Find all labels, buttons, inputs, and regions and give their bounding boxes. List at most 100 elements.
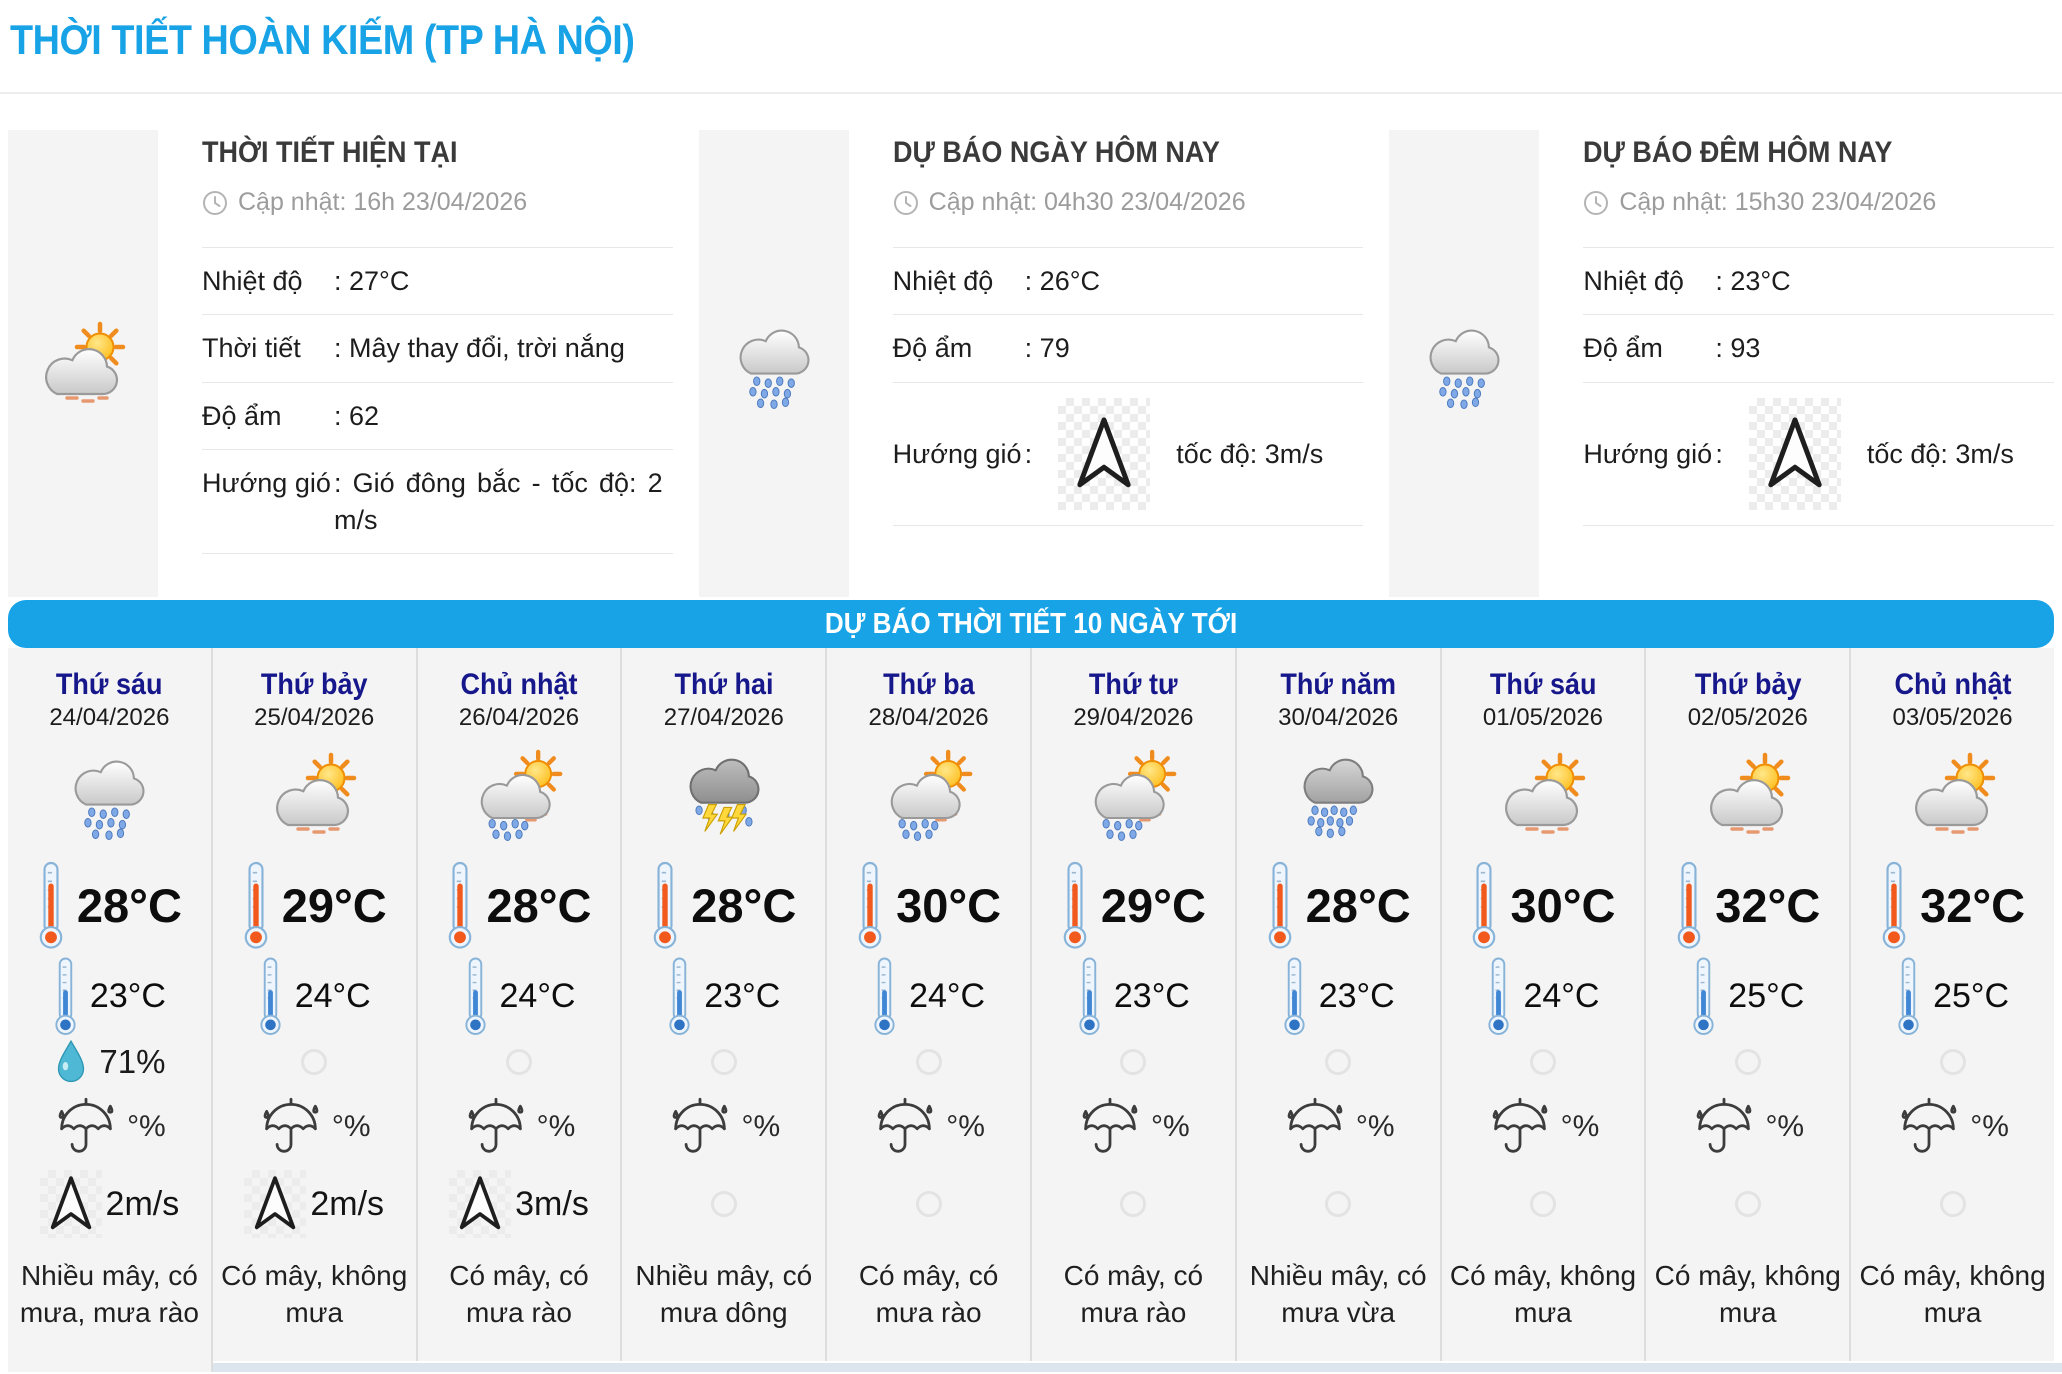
placeholder-dot bbox=[505, 1049, 532, 1075]
wind-row: Hướng gió : tốc độ: 3m/s bbox=[892, 383, 1364, 526]
cloud-sun-icon bbox=[262, 749, 366, 841]
max-temperature: 28°C bbox=[8, 854, 211, 956]
wind bbox=[1646, 1166, 1849, 1242]
day-description: Có mây, có mưa rào bbox=[449, 1260, 589, 1328]
forecast-day-column: Thứ hai 27/04/2026 28°C 23°C °% Nhiều mâ… bbox=[622, 648, 828, 1361]
placeholder-dot bbox=[1529, 1049, 1556, 1075]
umbrella-icon bbox=[1077, 1094, 1143, 1160]
wind bbox=[1032, 1166, 1235, 1242]
umbrella-percent-value: °% bbox=[127, 1110, 166, 1143]
day-description: Có mây, không mưa bbox=[1654, 1260, 1841, 1328]
day-date: 30/04/2026 bbox=[1278, 704, 1399, 731]
max-thermometer-icon bbox=[242, 859, 270, 951]
rain-probability bbox=[418, 1036, 621, 1088]
placeholder-dot bbox=[1120, 1191, 1147, 1217]
umbrella-icon bbox=[1896, 1094, 1962, 1160]
day-description: Có mây, không mưa bbox=[221, 1260, 408, 1328]
wind-speed: tốc độ: 3m/s bbox=[1176, 438, 1324, 469]
placeholder-dot bbox=[1939, 1191, 1966, 1217]
rain-probability bbox=[827, 1036, 1030, 1088]
max-temp-value: 28°C bbox=[1305, 878, 1411, 932]
max-temperature: 28°C bbox=[418, 854, 621, 956]
umbrella-percent-value: °% bbox=[946, 1110, 985, 1143]
panel-today-forecast: DỰ BÁO NGÀY HÔM NAY Cập nhật: 04h30 23/0… bbox=[698, 130, 1364, 597]
placeholder-dot bbox=[1325, 1191, 1352, 1217]
placeholder-dot bbox=[1120, 1049, 1147, 1075]
wind bbox=[1237, 1166, 1440, 1242]
min-temperature: 23°C bbox=[1237, 956, 1440, 1036]
cloud-sun-icon bbox=[31, 318, 135, 410]
sun-cloud-rain-icon bbox=[877, 749, 981, 841]
clock-icon bbox=[202, 190, 228, 216]
colon: : bbox=[1715, 438, 1723, 469]
wind-direction-chip bbox=[1058, 397, 1151, 510]
update-time: Cập nhật: 15h30 23/04/2026 bbox=[1619, 188, 1937, 216]
day-name: Thứ bảy bbox=[1694, 668, 1802, 701]
header-divider bbox=[0, 92, 2062, 94]
min-temperature: 23°C bbox=[622, 956, 825, 1036]
temperature-row: Nhiệt độ : 23°C bbox=[1583, 248, 2055, 316]
humidity-row: Độ ẩm : 79 bbox=[892, 315, 1364, 383]
min-thermometer-icon bbox=[872, 955, 897, 1037]
rain-chance: °% bbox=[622, 1088, 825, 1166]
max-temp-value: 32°C bbox=[1715, 878, 1821, 932]
umbrella-percent-value: °% bbox=[1970, 1110, 2009, 1143]
day-name: Thứ năm bbox=[1280, 668, 1396, 701]
wind-direction-arrow-icon bbox=[250, 1173, 300, 1235]
forecast-day-column: Thứ bảy 02/05/2026 32°C 25°C °% Có mây, … bbox=[1646, 648, 1852, 1361]
rain-chance: °% bbox=[1237, 1088, 1440, 1166]
min-temp-value: 23°C bbox=[1113, 976, 1190, 1015]
umbrella-percent-value: °% bbox=[331, 1110, 371, 1143]
page-title: THỜI TIẾT HOÀN KIẾM (TP HÀ NỘI) bbox=[10, 16, 635, 63]
humidity-row: Độ ẩm : 93 bbox=[1583, 315, 2055, 383]
umbrella-icon bbox=[667, 1094, 733, 1160]
rain-probability bbox=[1032, 1036, 1235, 1088]
max-thermometer-icon bbox=[37, 859, 65, 951]
umbrella-icon bbox=[463, 1094, 529, 1160]
storm-cloud-icon bbox=[672, 749, 776, 841]
forecast-day-column: Thứ sáu 24/04/2026 28°C 23°C 71% °% bbox=[8, 648, 213, 1372]
umbrella-percent-value: °% bbox=[1355, 1110, 1395, 1143]
umbrella-icon bbox=[1691, 1094, 1757, 1160]
wind-direction-arrow-icon bbox=[1762, 407, 1828, 501]
wind: 2m/s bbox=[213, 1166, 416, 1242]
day-name: Thứ hai bbox=[674, 668, 774, 701]
sun-cloud-rain-icon bbox=[467, 749, 571, 841]
panel-title: THỜI TIẾT HIỆN TẠI bbox=[202, 136, 458, 169]
day-description: Có mây, có mưa rào bbox=[1063, 1260, 1204, 1328]
rain-chance: °% bbox=[8, 1088, 211, 1166]
min-thermometer-icon bbox=[1691, 955, 1716, 1037]
row-label: Hướng gió bbox=[202, 468, 331, 499]
min-temp-value: 25°C bbox=[1728, 976, 1805, 1015]
min-temp-value: 23°C bbox=[1318, 976, 1395, 1015]
rain-cloud-icon bbox=[57, 749, 161, 841]
day-description: Nhiều mây, có mưa, mưa rào bbox=[19, 1260, 199, 1328]
umbrella-icon bbox=[1487, 1094, 1553, 1160]
next-section-edge bbox=[212, 1363, 2062, 1372]
panel-current-weather: THỜI TIẾT HIỆN TẠI Cập nhật: 16h 23/04/2… bbox=[8, 130, 673, 597]
max-temp-value: 30°C bbox=[1510, 878, 1616, 932]
max-temperature: 30°C bbox=[827, 854, 1030, 956]
placeholder-dot bbox=[1325, 1049, 1352, 1075]
rain-chance: °% bbox=[418, 1088, 621, 1166]
wind-direction-chip bbox=[1748, 397, 1841, 510]
rain-cloud-icon bbox=[722, 318, 826, 410]
min-temp-value: 24°C bbox=[909, 976, 986, 1015]
max-temperature: 29°C bbox=[1032, 854, 1235, 956]
wind-chip bbox=[244, 1170, 307, 1238]
row-value: : 27°C bbox=[334, 266, 410, 296]
day-name: Thứ sáu bbox=[1489, 668, 1597, 701]
min-temperature: 24°C bbox=[213, 956, 416, 1036]
wind-speed-value: 2m/s bbox=[310, 1184, 385, 1223]
min-thermometer-icon bbox=[1282, 955, 1307, 1037]
max-thermometer-icon bbox=[1880, 859, 1908, 951]
ten-day-forecast: Thứ sáu 24/04/2026 28°C 23°C 71% °% bbox=[8, 648, 2062, 1372]
row-value: : 26°C bbox=[1024, 266, 1101, 296]
row-value: : 93 bbox=[1715, 333, 1761, 364]
forecast-day-column: Chủ nhật 03/05/2026 32°C 25°C °% Có mây,… bbox=[1851, 648, 2054, 1361]
day-name: Thứ tư bbox=[1089, 668, 1178, 701]
update-time: Cập nhật: 16h 23/04/2026 bbox=[238, 188, 528, 216]
humidity-row: Độ ẩm : 62 bbox=[202, 383, 673, 451]
wind-speed: tốc độ: 3m/s bbox=[1866, 438, 2014, 469]
placeholder-dot bbox=[710, 1049, 737, 1075]
